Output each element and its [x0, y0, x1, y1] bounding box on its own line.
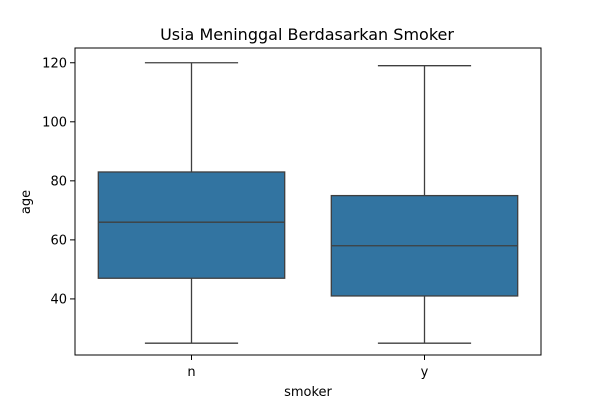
y-tick-label: 100 — [42, 115, 67, 130]
y-axis-label: age — [19, 190, 34, 214]
y-tick-label: 80 — [50, 174, 67, 189]
plot-area — [97, 62, 519, 344]
iqr-box — [97, 171, 286, 279]
plot-frame — [74, 47, 542, 356]
y-axis: 40 60 80 100 120 — [42, 56, 75, 307]
x-tick-label: n — [187, 365, 195, 380]
y-tick-label: 120 — [42, 56, 67, 71]
x-axis-label: smoker — [284, 385, 332, 400]
chart-title: Usia Meninggal Berdasarkan Smoker — [160, 25, 454, 44]
box-group-y — [330, 65, 519, 344]
x-tick-label: y — [421, 365, 429, 380]
y-tick-label: 40 — [50, 292, 67, 307]
y-tick-label: 60 — [50, 233, 67, 248]
box-group-n — [97, 62, 286, 344]
